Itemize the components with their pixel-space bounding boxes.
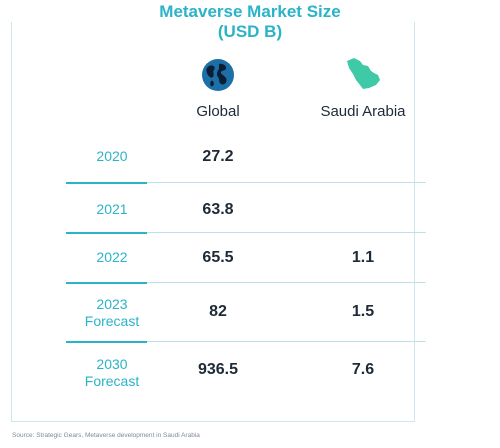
title-line-1: Metaverse Market Size [159,2,341,21]
row-separator [147,182,426,183]
year-label: 2022 [96,249,128,265]
global-value-2021: 63.8 [202,201,234,218]
row-separator-accent [66,282,147,284]
row-separator-accent [66,341,147,343]
global-value-2020: 27.2 [202,148,234,165]
global-value-2023: 82 [209,303,227,320]
row-separator [147,282,426,283]
saudi-map-icon [347,58,380,89]
year-label: 2023 [96,296,128,312]
source-note: Source: Strategic Gears, Metaverse devel… [12,432,200,439]
globe-icon [202,59,234,91]
saudi-value-2030: 7.6 [351,361,375,378]
saudi-value-2023: 1.5 [351,303,375,320]
row-separator-accent [66,182,147,184]
year-label: 2030 [96,356,128,372]
row-year-2023: 2023 Forecast [66,296,158,330]
forecast-label: Forecast [84,313,140,329]
row-separator [147,232,426,233]
saudi-value-2022: 1.1 [351,249,375,266]
row-year-2030: 2030 Forecast [66,356,158,390]
chart-title: Metaverse Market Size (USD B) [0,2,500,42]
column-header-global: Global [196,103,240,120]
row-separator-accent [66,232,147,234]
row-year-2021: 2021 [66,201,158,218]
row-separator [147,341,426,342]
column-header-saudi: Saudi Arabia [320,103,406,120]
global-value-2022: 65.5 [202,249,234,266]
row-year-2020: 2020 [66,148,158,165]
table-frame [11,22,415,422]
row-year-2022: 2022 [66,249,158,266]
forecast-label: Forecast [84,373,140,389]
global-value-2030: 936.5 [197,361,239,378]
year-label: 2021 [96,201,128,217]
year-label: 2020 [96,148,128,164]
title-line-2: (USD B) [217,22,283,41]
